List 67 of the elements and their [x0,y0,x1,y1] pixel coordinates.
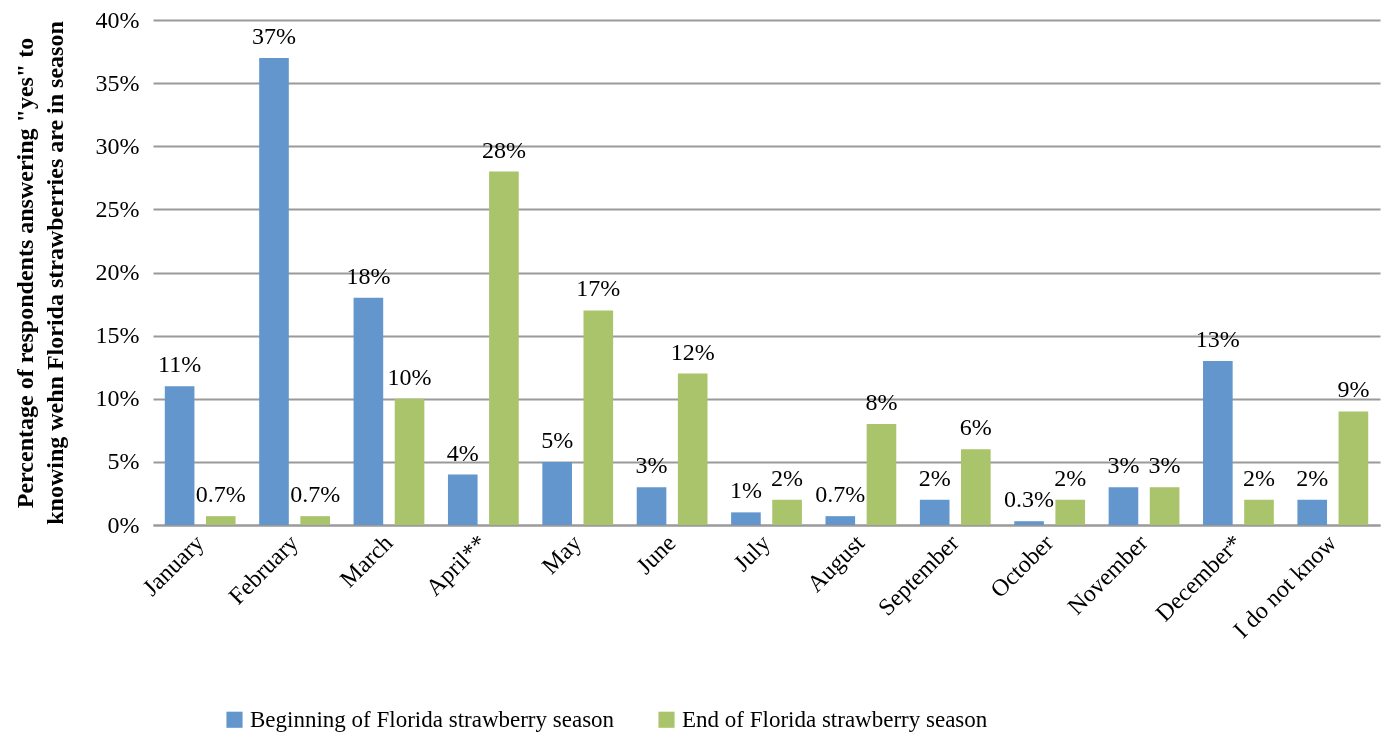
bar [300,516,330,525]
y-tick-label: 20% [95,259,140,285]
bar [583,310,614,525]
data-label: 17% [576,275,621,302]
data-label: 0.7% [195,481,246,508]
data-label: 9% [1337,376,1370,403]
bar [1149,487,1180,525]
bar [731,512,761,525]
bar [919,499,950,525]
legend-label: Beginning of Florida strawberry season [250,706,615,732]
data-label: 13% [1195,325,1240,352]
x-tick-label: July [728,529,775,577]
y-axis-title: Percentage of respondents answering "yes" to knowing wehn Florida strawberries are in season [11,21,68,525]
data-label: 3% [1107,452,1140,479]
data-label: 28% [481,136,526,163]
y-tick-label: 5% [107,448,140,475]
data-label: 6% [959,414,992,441]
bar [259,57,289,525]
bar [353,297,384,525]
data-label: 2% [918,464,951,491]
data-label: 0.3% [1004,486,1055,513]
data-label: 18% [346,262,391,289]
data-label: 2% [771,464,804,491]
data-label: 3% [635,452,668,479]
y-tick-label: 30% [95,132,140,159]
data-label: 1% [729,477,762,504]
bar [825,516,856,525]
y-tick-label: 0% [107,511,140,538]
data-label: 2% [1243,464,1275,491]
data-label: 8% [865,389,898,415]
bar [677,373,708,525]
data-label: 5% [541,426,574,453]
bar [205,516,236,525]
bar [164,386,195,525]
bar [1244,499,1274,525]
x-tick-label: June [631,529,681,580]
bar [1108,487,1139,525]
data-label: 0.7% [290,481,341,508]
bar [394,398,425,525]
data-label: 12% [670,338,715,365]
y-tick-label: 10% [95,385,140,412]
bar [1297,499,1328,525]
bar [542,461,572,525]
x-tick-label: May [536,529,587,580]
bar [489,171,519,525]
data-label: 0.7% [815,481,866,508]
bar [772,499,802,525]
bar [1055,499,1086,525]
data-label: 4% [446,439,479,466]
bar [866,424,897,525]
data-label: 3% [1148,452,1181,479]
legend-label: End of Florida strawberry season [682,706,988,732]
bar [447,474,478,525]
bar [1338,411,1369,525]
y-tick-label: 15% [95,322,140,349]
y-tick-label: 40% [95,6,140,33]
data-label: 10% [387,363,432,390]
data-label: 2% [1054,464,1087,491]
y-tick-label: 35% [95,69,140,96]
data-label: 2% [1296,464,1329,491]
data-label: 11% [158,351,202,378]
bar [636,487,667,525]
bar [961,449,991,525]
bar [1014,521,1044,525]
bar [1203,360,1233,525]
data-label: 37% [252,22,296,49]
y-tick-label: 25% [95,195,140,222]
